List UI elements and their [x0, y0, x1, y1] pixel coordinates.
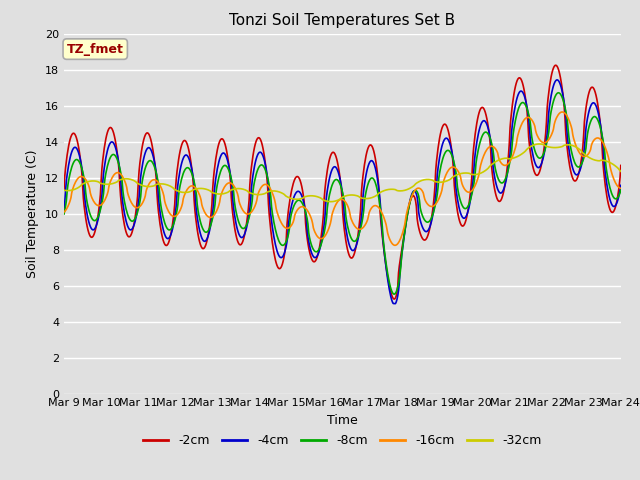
-2cm	[617, 163, 625, 168]
-16cm	[411, 188, 419, 193]
-2cm	[390, 296, 397, 302]
-32cm	[214, 191, 221, 197]
-32cm	[184, 189, 192, 195]
Text: TZ_fmet: TZ_fmet	[67, 43, 124, 56]
Line: -8cm: -8cm	[64, 93, 621, 294]
-8cm	[390, 291, 397, 297]
-2cm	[552, 62, 559, 68]
-32cm	[428, 177, 435, 183]
-8cm	[554, 90, 562, 96]
-32cm	[617, 168, 625, 174]
-16cm	[214, 206, 221, 212]
-32cm	[60, 187, 68, 193]
Line: -16cm: -16cm	[64, 112, 621, 245]
Y-axis label: Soil Temperature (C): Soil Temperature (C)	[26, 149, 40, 278]
-32cm	[327, 199, 335, 204]
-2cm	[411, 195, 419, 201]
-16cm	[60, 209, 68, 215]
-8cm	[60, 211, 68, 217]
-32cm	[411, 182, 419, 188]
-8cm	[428, 216, 435, 222]
-8cm	[411, 188, 419, 193]
-2cm	[428, 218, 435, 224]
-4cm	[70, 145, 78, 151]
-16cm	[617, 185, 625, 191]
-2cm	[70, 131, 78, 136]
-16cm	[428, 204, 435, 209]
-4cm	[390, 300, 397, 306]
-8cm	[214, 181, 221, 187]
-2cm	[60, 186, 68, 192]
-4cm	[214, 166, 221, 172]
-16cm	[184, 186, 192, 192]
-32cm	[127, 177, 135, 182]
-4cm	[60, 206, 68, 212]
-32cm	[536, 141, 543, 147]
Title: Tonzi Soil Temperatures Set B: Tonzi Soil Temperatures Set B	[229, 13, 456, 28]
-8cm	[617, 187, 625, 193]
-4cm	[184, 154, 192, 159]
-4cm	[127, 227, 135, 233]
Line: -2cm: -2cm	[64, 65, 621, 299]
-16cm	[70, 182, 78, 188]
-16cm	[391, 242, 399, 248]
-4cm	[554, 77, 561, 83]
-16cm	[558, 109, 566, 115]
-4cm	[428, 220, 435, 226]
X-axis label: Time: Time	[327, 414, 358, 427]
Line: -4cm: -4cm	[64, 80, 621, 303]
-4cm	[411, 188, 419, 194]
Legend: -2cm, -4cm, -8cm, -16cm, -32cm: -2cm, -4cm, -8cm, -16cm, -32cm	[138, 429, 547, 452]
-32cm	[70, 187, 78, 192]
Line: -32cm: -32cm	[64, 144, 621, 202]
-8cm	[127, 218, 135, 224]
-8cm	[184, 165, 192, 170]
-8cm	[70, 159, 78, 165]
-2cm	[184, 144, 192, 149]
-2cm	[127, 231, 135, 237]
-16cm	[127, 200, 135, 205]
-2cm	[214, 147, 221, 153]
-4cm	[617, 182, 625, 188]
